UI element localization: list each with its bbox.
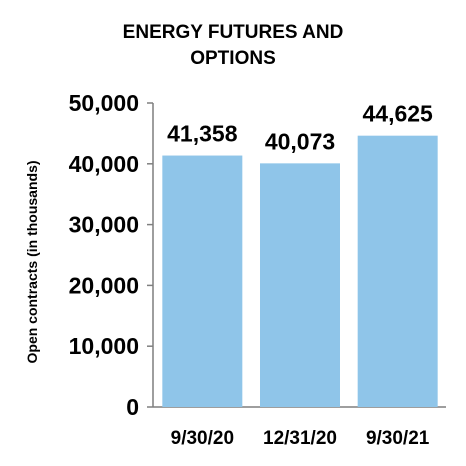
bar-data-label: 44,625 xyxy=(362,101,433,127)
bar xyxy=(162,155,243,407)
y-tick-label: 0 xyxy=(126,394,139,420)
chart-title-line-1: ENERGY FUTURES AND xyxy=(123,22,344,43)
y-axis-label: Open contracts (in thousands) xyxy=(24,160,40,363)
x-tick-label: 12/31/20 xyxy=(263,428,337,449)
bar-data-label: 40,073 xyxy=(265,128,335,154)
y-tick-label: 50,000 xyxy=(69,90,139,116)
bar xyxy=(260,163,340,407)
plot-area: 0 10,000 20,000 30,000 40,000 50,000 41,358 9/3… xyxy=(69,90,446,449)
x-tick-label: 9/30/21 xyxy=(366,428,430,449)
chart-title-line-2: OPTIONS xyxy=(190,48,276,69)
y-tick-label: 30,000 xyxy=(69,212,139,238)
y-tick-label: 10,000 xyxy=(69,333,139,359)
bar xyxy=(357,135,438,407)
bar-data-label: 41,358 xyxy=(167,121,238,147)
x-tick-label: 9/30/20 xyxy=(171,428,234,449)
y-tick-label: 40,000 xyxy=(69,151,139,177)
y-tick-label: 20,000 xyxy=(69,272,139,298)
